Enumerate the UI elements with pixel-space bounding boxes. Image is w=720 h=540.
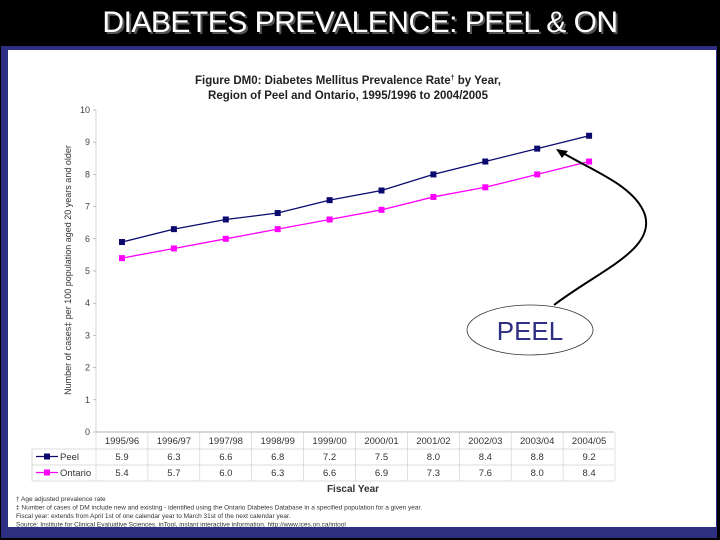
data-point-ontario (274, 226, 281, 233)
data-label-ontario: 7.6 (479, 468, 492, 479)
footnote: ‡ Number of cases of DM include new and … (16, 505, 422, 512)
data-point-peel (482, 158, 489, 165)
y-tick-label: 10 (80, 105, 90, 115)
legend-marker-ontario (44, 469, 50, 476)
data-label-peel: 6.8 (271, 452, 284, 463)
bottom-bar (8, 527, 716, 536)
data-label-peel: 9.2 (582, 452, 595, 463)
x-tick-label: 1998/99 (261, 436, 295, 447)
y-tick-label: 3 (85, 330, 90, 340)
data-point-ontario (119, 255, 125, 262)
slide-title: DIABETES PREVALENCE: PEEL & ON (102, 6, 618, 39)
y-tick-label: 9 (85, 137, 90, 147)
x-tick-label: 2003/04 (520, 436, 554, 447)
y-tick-label: 4 (85, 298, 90, 308)
data-label-peel: 8.8 (531, 452, 544, 463)
footnote: † Age adjusted prevalence rate (16, 496, 106, 503)
peel-callout-label: PEEL (497, 316, 564, 346)
data-point-peel (222, 216, 229, 223)
data-point-ontario (430, 193, 437, 200)
data-label-peel: 6.3 (167, 452, 180, 463)
data-point-ontario (378, 206, 385, 213)
footnote: Source: Institute for Clinical Evaluativ… (16, 522, 346, 529)
series-line-peel (121, 135, 590, 243)
data-label-ontario: 6.3 (271, 468, 284, 479)
data-label-ontario: 8.4 (582, 468, 595, 479)
y-tick-label: 7 (85, 202, 90, 212)
data-label-ontario: 8.0 (531, 468, 544, 479)
chart-panel (8, 50, 716, 528)
data-label-ontario: 5.7 (167, 468, 180, 479)
x-tick-label: 2000/01 (364, 436, 398, 447)
data-label-ontario: 5.4 (115, 468, 128, 479)
data-point-peel (119, 239, 125, 246)
data-point-peel (326, 197, 333, 204)
data-label-ontario: 7.3 (427, 468, 440, 479)
callout-arrow (553, 149, 648, 306)
data-label-ontario: 6.9 (375, 468, 388, 479)
peel-callout-ellipse (466, 304, 594, 356)
data-point-peel (170, 226, 177, 233)
x-tick-label: 2004/05 (572, 436, 606, 447)
data-point-ontario (222, 235, 229, 242)
footnote: Fiscal year: extends from April 1st of o… (16, 513, 291, 520)
y-tick-label: 6 (85, 234, 90, 244)
data-point-ontario (586, 158, 593, 165)
legend-label-ontario: Ontario (60, 468, 91, 479)
data-point-peel (274, 210, 281, 217)
data-label-ontario: 6.0 (219, 468, 232, 479)
x-tick-label: 1999/00 (312, 436, 346, 447)
data-label-peel: 6.6 (219, 452, 232, 463)
x-tick-label: 2002/03 (468, 436, 502, 447)
legend-label-peel: Peel (60, 452, 79, 463)
y-tick-label: 0 (85, 427, 90, 437)
data-point-peel (378, 187, 385, 194)
x-tick-label: 1997/98 (209, 436, 243, 447)
y-tick-label: 8 (85, 169, 90, 179)
legend-marker-peel (44, 453, 50, 460)
arrow-head-icon (556, 149, 568, 158)
data-label-ontario: 6.6 (323, 468, 336, 479)
data-point-ontario (534, 171, 541, 178)
data-point-peel (586, 132, 593, 139)
data-point-peel (430, 171, 437, 178)
x-tick-label: 2001/02 (416, 436, 450, 447)
y-tick-label: 1 (85, 395, 90, 405)
data-label-peel: 8.0 (427, 452, 440, 463)
chart-title-line1: Figure DM0: Diabetes Mellitus Prevalence… (195, 75, 501, 87)
y-tick-label: 5 (85, 266, 90, 276)
x-tick-label: 1995/96 (105, 436, 139, 447)
x-tick-label: 1996/97 (157, 436, 191, 447)
data-point-peel (534, 145, 541, 152)
y-axis-label: Number of cases‡ per 100 population aged… (63, 145, 73, 395)
data-point-ontario (326, 216, 333, 223)
x-axis-label: Fiscal Year (327, 484, 379, 495)
series-line-ontario (121, 160, 590, 259)
data-label-peel: 7.5 (375, 452, 388, 463)
chart-title-line2: Region of Peel and Ontario, 1995/1996 to… (208, 90, 489, 102)
data-point-ontario (482, 184, 489, 191)
y-tick-label: 2 (85, 363, 90, 373)
data-label-peel: 7.2 (323, 452, 336, 463)
data-label-peel: 8.4 (479, 452, 492, 463)
data-label-peel: 5.9 (115, 452, 128, 463)
data-point-ontario (170, 245, 177, 252)
